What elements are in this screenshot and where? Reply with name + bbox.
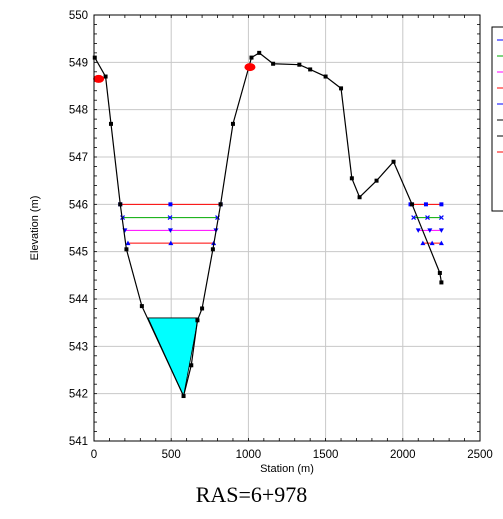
water-surface-marker-2 (438, 215, 444, 221)
water-surface-marker-1 (168, 202, 173, 207)
y-axis-label: Elevation (m) (29, 196, 41, 261)
x-axis-label: Station (m) (260, 463, 314, 475)
ground-point (189, 363, 194, 368)
water-surface-marker-4 (420, 240, 426, 246)
y-tick-label: 547 (69, 152, 88, 164)
ground-point (410, 202, 415, 207)
ground-point (249, 55, 254, 60)
y-tick-label: 542 (69, 389, 88, 401)
ground-point (374, 178, 379, 183)
plot-area (94, 15, 480, 441)
water-surface-marker-4 (438, 240, 444, 246)
ground-point (257, 50, 262, 55)
ground-point (437, 270, 442, 275)
water-surface-marker-2 (167, 215, 173, 221)
ground-point (339, 86, 344, 91)
y-tick-label: 545 (69, 247, 88, 259)
chart-caption: RAS=6+978 (195, 482, 308, 507)
ground-point (181, 394, 186, 399)
y-tick-label: 546 (69, 199, 88, 211)
ground-point (139, 304, 144, 309)
ground-point (271, 61, 276, 66)
legend-box (491, 26, 503, 212)
y-tick-label: 550 (69, 10, 88, 22)
ground-point (195, 318, 200, 323)
ground-point (357, 195, 362, 200)
ground-point (391, 159, 396, 164)
ground-point (124, 247, 129, 252)
y-tick-label: 541 (69, 436, 88, 448)
y-tick-label: 549 (69, 57, 88, 69)
water-surface-marker-3 (438, 228, 444, 233)
ground-point (218, 202, 223, 207)
y-tick-label: 548 (69, 105, 88, 117)
water-surface-marker-2 (425, 215, 430, 221)
x-tick-label: 500 (162, 449, 181, 461)
water-surface-marker-1 (439, 202, 444, 207)
x-tick-label: 2500 (467, 449, 493, 461)
water-surface-marker-4 (125, 240, 131, 246)
ground-point (103, 74, 108, 79)
water-surface-marker-2 (411, 215, 417, 221)
y-tick-label: 544 (69, 294, 89, 306)
water-surface-marker-3 (415, 228, 421, 233)
x-tick-label: 2000 (390, 449, 416, 461)
water-surface-marker-4 (168, 240, 174, 246)
water-surface-marker-3 (167, 228, 173, 233)
ground-point (210, 247, 215, 252)
ground-point (439, 280, 444, 285)
bank-station-marker (244, 63, 256, 72)
ground-point (349, 176, 354, 181)
bank-station-marker (93, 74, 105, 83)
ground-point (297, 62, 302, 67)
x-tick-label: 1000 (236, 449, 262, 461)
ground-point (108, 121, 113, 126)
ground-point (118, 202, 123, 207)
plot-frame (93, 14, 481, 442)
ground-point (230, 121, 235, 126)
water-surface-marker-3 (427, 228, 433, 233)
ground-point (200, 306, 205, 311)
ground-point (308, 67, 313, 72)
water-surface-marker-4 (429, 240, 435, 246)
water-surface-marker-1 (423, 202, 428, 207)
x-tick-label: 1500 (313, 449, 339, 461)
ground-point (92, 55, 97, 60)
ground-point (323, 74, 328, 79)
y-tick-label: 543 (69, 341, 88, 353)
x-tick-label: 0 (91, 449, 97, 461)
